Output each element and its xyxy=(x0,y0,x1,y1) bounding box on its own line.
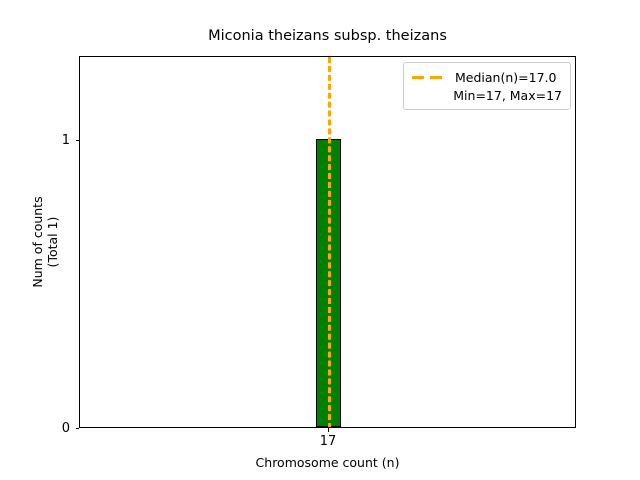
legend-label-minmax: Min=17, Max=17 xyxy=(453,87,562,103)
legend-label-median: Median(n)=17.0 xyxy=(455,69,557,85)
plot-area xyxy=(80,57,575,427)
legend-entry-median: Median(n)=17.0 xyxy=(411,68,562,86)
legend-entry-minmax: Min=17, Max=17 xyxy=(411,86,562,104)
y-tick-mark-1 xyxy=(75,140,79,141)
y-axis-label-line2: (Total 1) xyxy=(45,216,60,268)
y-tick-label-0: 0 xyxy=(61,421,70,436)
y-tick-mark-0 xyxy=(75,427,79,429)
x-tick-label-17: 17 xyxy=(319,434,337,449)
y-tick-label-1: 1 xyxy=(61,133,70,148)
y-axis-label-line1: Num of counts xyxy=(30,196,45,288)
plot-axes xyxy=(79,56,576,428)
x-tick-mark-17 xyxy=(327,428,329,432)
median-line xyxy=(328,57,331,427)
x-axis-label: Chromosome count (n) xyxy=(255,455,400,470)
legend: Median(n)=17.0 Min=17, Max=17 xyxy=(403,62,571,110)
dashed-line-icon xyxy=(411,71,447,83)
y-axis-label: Num of counts (Total 1) xyxy=(30,56,60,428)
chart-title: Miconia theizans subsp. theizans xyxy=(208,28,447,44)
